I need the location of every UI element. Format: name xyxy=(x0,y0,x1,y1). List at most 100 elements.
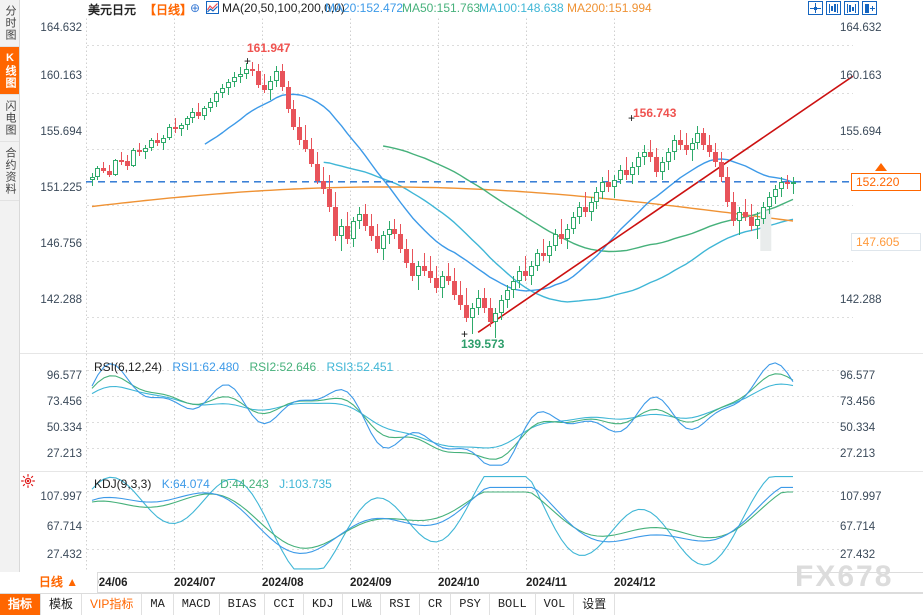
candlestick xyxy=(410,17,416,352)
chart-expand-icon[interactable] xyxy=(862,1,877,15)
sidebar-item-label: 闪电图 xyxy=(4,100,16,136)
candlestick xyxy=(255,17,262,352)
candlestick xyxy=(671,17,678,352)
kdj-panel[interactable] xyxy=(20,472,923,572)
vertical-gridline xyxy=(174,472,175,572)
rsi3-value: RSI3:52.451 xyxy=(326,360,394,374)
kdj-header: KDJ(9,3,3) K:64.074 D:44.243 J:103.735 xyxy=(94,477,332,491)
toolbar-lwr[interactable]: LW& xyxy=(343,594,382,615)
chart-left-align-icon[interactable] xyxy=(826,1,841,15)
candlestick xyxy=(463,17,470,352)
candlestick xyxy=(540,17,547,352)
toolbar-bias[interactable]: BIAS xyxy=(220,594,266,615)
toolbar-filler xyxy=(615,594,923,615)
sidebar-item-lightning[interactable]: 闪电图 xyxy=(0,95,19,142)
horizontal-gridline xyxy=(86,149,853,150)
vertical-gridline xyxy=(526,17,527,352)
candlestick xyxy=(499,17,505,352)
candlestick xyxy=(683,17,690,352)
candlestick xyxy=(101,17,107,352)
vertical-gridline xyxy=(350,354,351,470)
vertical-gridline xyxy=(614,354,615,470)
toolbar-psy[interactable]: PSY xyxy=(451,594,490,615)
candlestick xyxy=(303,17,309,352)
toolbar-settings[interactable]: 设置 xyxy=(574,594,616,615)
candlestick xyxy=(754,17,761,352)
period-selector-button[interactable]: 日线 ▲ xyxy=(20,572,98,593)
kdj-j-value: J:103.735 xyxy=(279,477,332,491)
candlestick xyxy=(107,17,113,352)
crosshair-tool-icon[interactable] xyxy=(808,1,823,15)
toolbar-ma[interactable]: MA xyxy=(142,594,174,615)
candlestick xyxy=(677,17,684,352)
candlestick xyxy=(469,17,476,352)
x-axis-label: 2024/09 xyxy=(350,577,392,589)
toolbar-rsi[interactable]: RSI xyxy=(381,594,420,615)
vertical-gridline xyxy=(86,354,87,470)
price-axis-left-3: 151.225 xyxy=(40,182,82,194)
candlestick xyxy=(737,17,743,352)
x-axis: 2024/06 2024/07 2024/08 2024/09 2024/10 2024/… xyxy=(20,572,923,593)
toolbar-cr[interactable]: CR xyxy=(420,594,452,615)
candlestick xyxy=(576,17,583,352)
price-axis-left-2: 155.694 xyxy=(40,126,82,138)
vertical-gridline xyxy=(438,472,439,572)
vertical-gridline xyxy=(86,472,87,572)
trend-line xyxy=(477,75,853,333)
add-circle-icon[interactable]: ⊕ xyxy=(190,1,201,15)
left-sidebar: 分时图 K线图闪电图合约资料 xyxy=(0,0,20,572)
toolbar-boll[interactable]: BOLL xyxy=(490,594,536,615)
vertical-gridline xyxy=(262,472,263,572)
kdj-plot-area[interactable] xyxy=(86,472,853,572)
x-axis-label: 2024/10 xyxy=(438,577,480,589)
candlestick xyxy=(196,17,202,352)
sidebar-item-contract-info[interactable]: 合约资料 xyxy=(0,142,19,201)
panel-divider-kdj xyxy=(20,471,923,472)
horizontal-gridline xyxy=(86,521,853,522)
sidebar-item-kline[interactable]: K线图 xyxy=(0,47,19,95)
rsi-axis-left-2: 50.334 xyxy=(46,422,82,434)
vertical-gridline xyxy=(614,472,615,572)
period-label: 【日线】 xyxy=(144,3,193,17)
vertical-gridline xyxy=(174,354,175,470)
candlestick xyxy=(166,17,173,352)
candlestick xyxy=(297,17,303,352)
candlestick xyxy=(600,17,606,352)
candlestick xyxy=(350,17,357,352)
candlestick xyxy=(392,17,398,352)
ma-chart-icon[interactable] xyxy=(206,1,219,17)
candlestick xyxy=(226,17,232,352)
kdj-axis-left-0: 107.997 xyxy=(40,491,82,503)
rsi-axis-right-1: 73.456 xyxy=(840,396,876,408)
candlestick xyxy=(570,17,577,352)
rsi-plot-area[interactable] xyxy=(86,354,853,470)
kdj-axis-right-0: 107.997 xyxy=(840,491,882,503)
toolbar-macd[interactable]: MACD xyxy=(174,594,220,615)
candlestick xyxy=(790,17,797,352)
rsi1-value: RSI1:62.480 xyxy=(172,360,240,374)
candlestick xyxy=(594,17,600,352)
price-plot-area[interactable] xyxy=(86,17,853,352)
toolbar-templates[interactable]: 模板 xyxy=(41,594,83,615)
candlestick xyxy=(95,17,101,352)
horizontal-gridline xyxy=(86,205,853,206)
rsi-axis-right-2: 50.334 xyxy=(840,422,876,434)
toolbar-vip-indicators[interactable]: VIP指标 xyxy=(82,594,143,615)
sun-settings-icon[interactable] xyxy=(21,474,35,488)
chart-right-align-icon[interactable] xyxy=(844,1,859,15)
price-axis-left-5: 142.288 xyxy=(40,294,82,306)
price-axis-right-2: 155.694 xyxy=(840,126,882,138)
candlestick xyxy=(517,17,523,352)
candlestick xyxy=(451,17,458,352)
toolbar-cci[interactable]: CCI xyxy=(265,594,305,615)
sidebar-item-timeshare[interactable]: 分时图 xyxy=(0,0,19,47)
candlestick xyxy=(493,17,499,352)
candlestick xyxy=(713,17,719,352)
toolbar-kdj[interactable]: KDJ xyxy=(304,594,343,615)
rsi-axis-left-1: 73.456 xyxy=(46,396,82,408)
price-chart-panel[interactable] xyxy=(20,17,923,352)
toolbar-indicators[interactable]: 指标 xyxy=(0,594,42,615)
toolbar-vol[interactable]: VOL xyxy=(536,594,575,615)
rsi-panel[interactable] xyxy=(20,354,923,470)
